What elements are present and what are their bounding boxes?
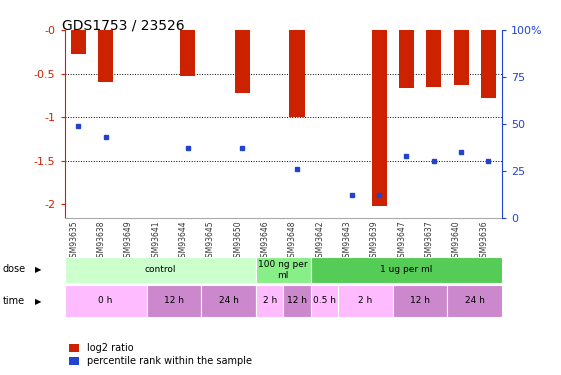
Text: dose: dose bbox=[3, 264, 26, 274]
Bar bbox=[448, 285, 502, 317]
Bar bbox=[146, 285, 201, 317]
Bar bbox=[311, 257, 502, 283]
Bar bbox=[65, 257, 256, 283]
Text: 12 h: 12 h bbox=[287, 296, 307, 305]
Bar bbox=[311, 285, 338, 317]
Bar bbox=[180, 30, 195, 76]
Bar bbox=[453, 30, 468, 85]
Text: 100 ng per
ml: 100 ng per ml bbox=[259, 260, 308, 280]
Text: 0.5 h: 0.5 h bbox=[313, 296, 336, 305]
Bar bbox=[65, 285, 146, 317]
Bar bbox=[481, 30, 496, 98]
Bar bbox=[234, 30, 250, 93]
Bar bbox=[393, 285, 448, 317]
Bar bbox=[399, 30, 414, 88]
Bar bbox=[426, 30, 442, 87]
Text: 2 h: 2 h bbox=[263, 296, 277, 305]
Bar bbox=[283, 285, 311, 317]
Bar bbox=[256, 257, 311, 283]
Text: ▶: ▶ bbox=[35, 297, 42, 306]
Text: 12 h: 12 h bbox=[164, 296, 184, 305]
Text: time: time bbox=[3, 296, 25, 306]
Legend: log2 ratio, percentile rank within the sample: log2 ratio, percentile rank within the s… bbox=[70, 344, 252, 366]
Bar bbox=[98, 30, 113, 82]
Bar bbox=[71, 30, 86, 54]
Bar bbox=[256, 285, 283, 317]
Text: ▶: ▶ bbox=[35, 265, 42, 274]
Text: 0 h: 0 h bbox=[98, 296, 113, 305]
Bar bbox=[201, 285, 256, 317]
Bar bbox=[371, 30, 387, 206]
Text: control: control bbox=[145, 266, 176, 274]
Bar bbox=[289, 30, 305, 117]
Text: 1 ug per ml: 1 ug per ml bbox=[380, 266, 433, 274]
Bar bbox=[338, 285, 393, 317]
Text: 12 h: 12 h bbox=[410, 296, 430, 305]
Text: GDS1753 / 23526: GDS1753 / 23526 bbox=[62, 19, 185, 33]
Text: 24 h: 24 h bbox=[219, 296, 238, 305]
Text: 2 h: 2 h bbox=[358, 296, 373, 305]
Text: 24 h: 24 h bbox=[465, 296, 485, 305]
